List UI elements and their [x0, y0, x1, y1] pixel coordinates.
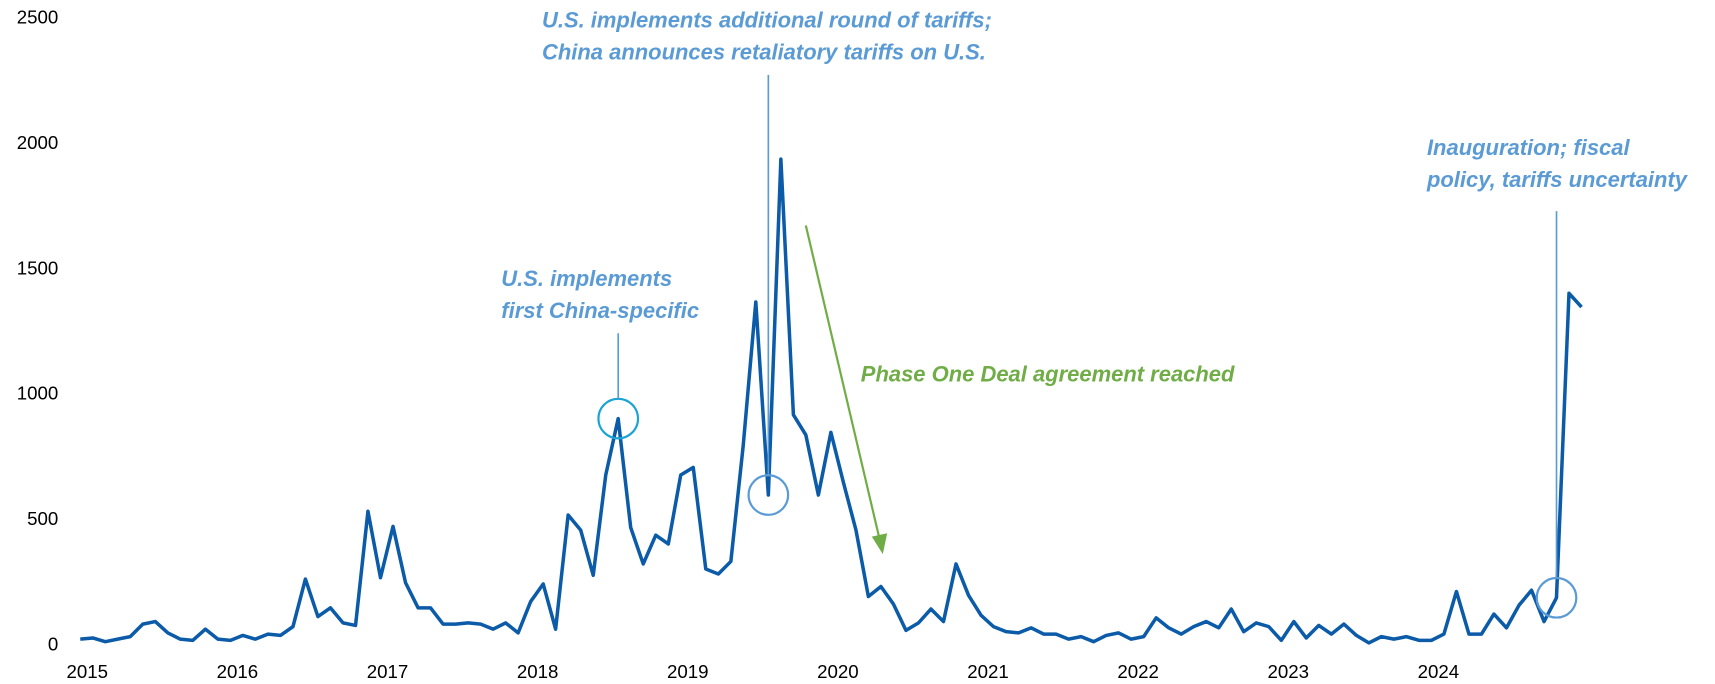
- x-tick-label: 2016: [217, 661, 259, 682]
- x-tick-label: 2022: [1117, 661, 1159, 682]
- y-tick-label: 1500: [17, 257, 59, 278]
- annotation-arrowhead: [871, 533, 888, 555]
- x-tick-label: 2020: [817, 661, 859, 682]
- annotation-text: Phase One Deal agreement reached: [861, 362, 1235, 387]
- data-line: [80, 157, 1583, 645]
- y-tick-label: 2500: [17, 7, 59, 28]
- x-tick-label: 2019: [667, 661, 709, 682]
- annotation-text: Inauguration; fiscal: [1427, 135, 1631, 160]
- annotation-arrow: [804, 225, 881, 540]
- annotation-text: China announces retaliatory tariffs on U…: [542, 39, 986, 64]
- annotation-text: first China-specific: [501, 298, 699, 323]
- x-tick-label: 2023: [1268, 661, 1310, 682]
- x-tick-label: 2024: [1418, 661, 1460, 682]
- x-tick-label: 2018: [517, 661, 559, 682]
- annotation-text: U.S. implements additional round of tari…: [542, 8, 992, 33]
- x-tick-label: 2017: [367, 661, 409, 682]
- annotation-text: U.S. implements: [501, 266, 672, 291]
- y-tick-label: 0: [48, 633, 58, 654]
- y-tick-label: 500: [27, 508, 58, 529]
- annotation-text: policy, tariffs uncertainty: [1426, 167, 1689, 192]
- x-tick-label: 2021: [967, 661, 1009, 682]
- y-tick-label: 1000: [17, 383, 59, 404]
- y-tick-label: 2000: [17, 132, 59, 153]
- x-tick-label: 2015: [66, 661, 108, 682]
